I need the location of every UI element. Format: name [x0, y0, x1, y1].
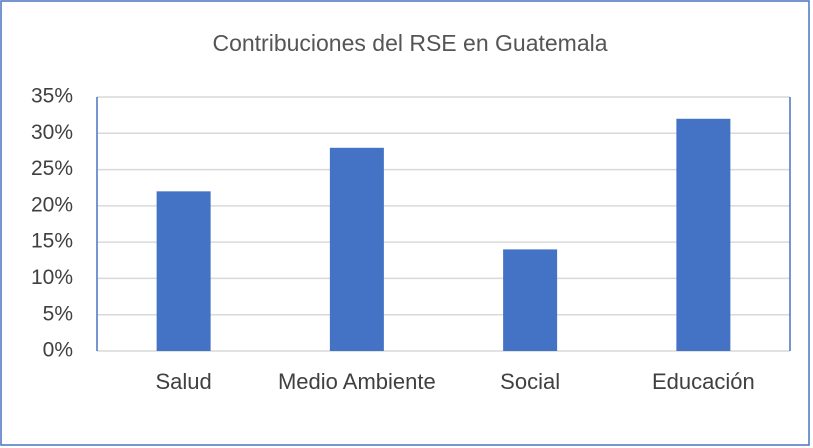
x-tick-label: Educación	[652, 369, 755, 394]
y-tick-label: 5%	[43, 302, 73, 325]
bar	[676, 118, 731, 352]
x-tick-label: Social	[500, 369, 561, 394]
y-tick-label: 35%	[31, 85, 73, 108]
x-tick-label: Salud	[155, 369, 212, 394]
y-tick-label: 25%	[31, 157, 73, 180]
y-tick-label: 15%	[31, 230, 73, 253]
bar	[156, 191, 211, 351]
y-tick-label: 0%	[43, 339, 73, 362]
bar	[329, 147, 384, 351]
chart-title: Contribuciones del RSE en Guatemala	[212, 30, 607, 56]
bar	[503, 249, 558, 351]
y-tick-label: 20%	[31, 193, 73, 216]
x-tick-label: Medio Ambiente	[277, 369, 436, 394]
y-tick-label: 10%	[31, 266, 73, 289]
y-tick-label: 30%	[31, 121, 73, 144]
